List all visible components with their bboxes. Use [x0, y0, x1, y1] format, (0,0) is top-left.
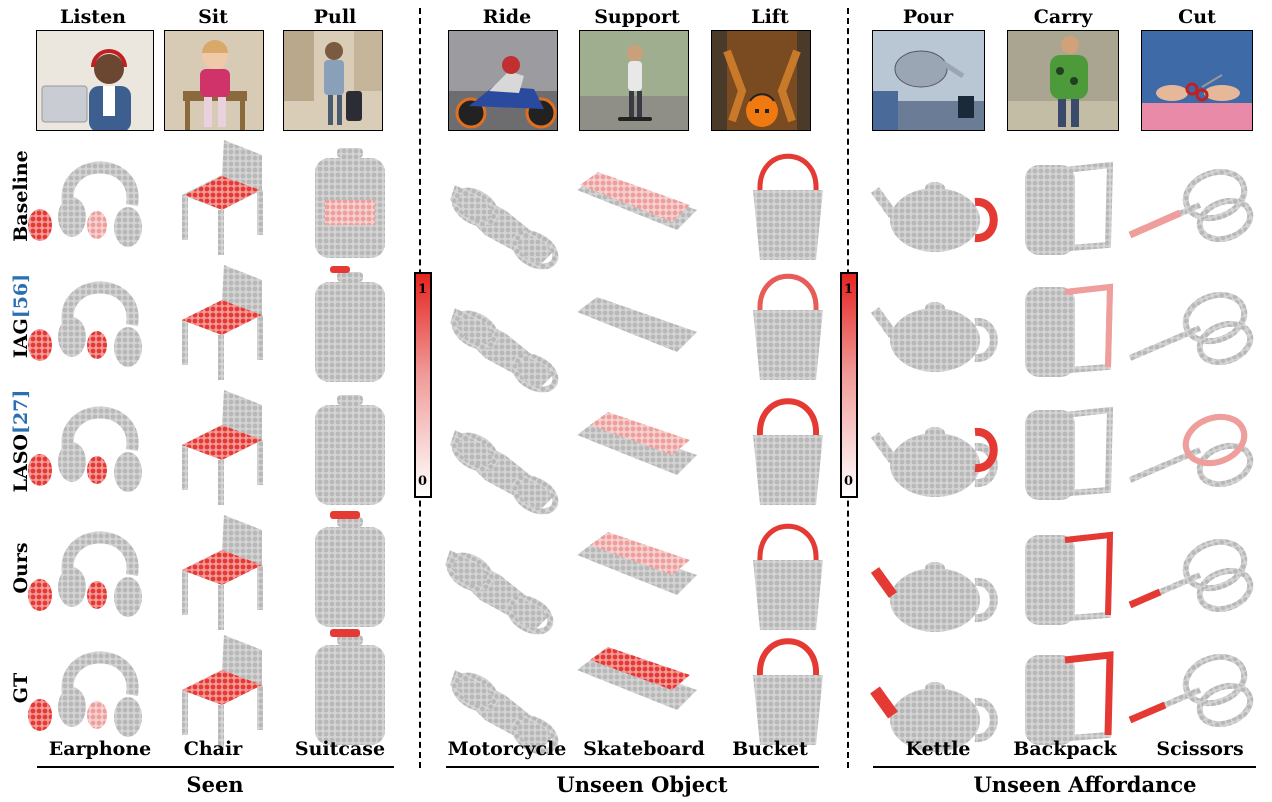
- photo-carry: [1007, 30, 1119, 131]
- photo-listen: [36, 30, 154, 131]
- row-gt: [28, 629, 1256, 758]
- affordance-sit: Sit: [198, 6, 228, 28]
- object-suitcase: Suitcase: [294, 738, 386, 760]
- photo-lift: [711, 30, 811, 131]
- colorbar-right-max: 1: [844, 282, 854, 297]
- photo-pull: [283, 30, 383, 131]
- affordance-cut: Cut: [1178, 6, 1216, 28]
- photo-support: [579, 30, 689, 131]
- object-chair: Chair: [183, 738, 243, 760]
- colorbar-left-min: 0: [418, 474, 428, 489]
- affordance-support: Support: [594, 6, 680, 28]
- object-kettle: Kettle: [905, 738, 971, 760]
- object-scissors: Scissors: [1156, 738, 1244, 760]
- object-motorcycle: Motorcycle: [447, 738, 567, 760]
- affordance-pull: Pull: [313, 6, 357, 28]
- photo-pour: [872, 30, 985, 131]
- group-line-unseen-object: [446, 766, 819, 768]
- group-seen: Seen: [186, 772, 244, 797]
- affordance-ride: Ride: [482, 6, 532, 28]
- row-iag: [28, 265, 1256, 396]
- group-line-seen: [37, 766, 394, 768]
- colorbar-right: [840, 272, 858, 498]
- object-skateboard: Skateboard: [583, 738, 705, 760]
- colorbar-left-max: 1: [418, 282, 428, 297]
- group-unseen-affordance: Unseen Affordance: [973, 772, 1197, 797]
- affordance-listen: Listen: [60, 6, 126, 28]
- object-earphone: Earphone: [48, 738, 152, 760]
- photo-ride: [448, 30, 558, 131]
- group-unseen-object: Unseen Object: [556, 772, 728, 797]
- affordance-lift: Lift: [751, 6, 789, 28]
- object-backpack: Backpack: [1013, 738, 1117, 760]
- colorbar-left: [414, 272, 432, 498]
- group-line-unseen-affordance: [873, 766, 1256, 768]
- object-bucket: Bucket: [732, 738, 808, 760]
- photo-cut: [1141, 30, 1253, 131]
- colorbar-right-min: 0: [844, 474, 854, 489]
- row-ours: [28, 511, 1256, 638]
- photo-sit: [164, 30, 264, 131]
- affordance-pour: Pour: [902, 6, 954, 28]
- row-laso: [28, 390, 1256, 518]
- row-baseline: [28, 140, 1256, 273]
- affordance-carry: Carry: [1033, 6, 1093, 28]
